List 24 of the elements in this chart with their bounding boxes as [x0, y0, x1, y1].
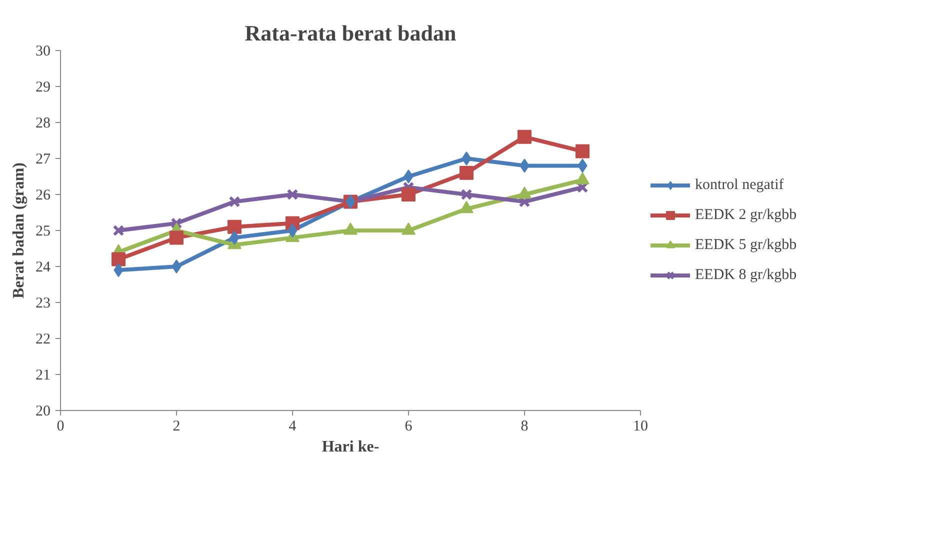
- y-tick-label: 30: [36, 44, 50, 60]
- x-tick-label: 6: [404, 418, 413, 434]
- y-tick-label: 27: [36, 152, 51, 168]
- x-tick-label: 2: [172, 418, 180, 434]
- legend-label: EEDK 8 gr/kgbb: [695, 266, 797, 284]
- y-tick-label: 25: [36, 224, 50, 240]
- x-tick-label: 4: [288, 418, 297, 434]
- y-tick-label: 21: [36, 368, 50, 384]
- chart-title: Rata-rata berat badan: [244, 20, 456, 46]
- y-tick-label: 28: [36, 116, 50, 132]
- x-axis-title: Hari ke-: [322, 438, 380, 456]
- legend-label: EEDK 2 gr/kgbb: [695, 206, 797, 224]
- y-axis-title: Berat badan (gram): [10, 162, 28, 298]
- legend-label: kontrol negatif: [695, 176, 784, 194]
- y-tick-label: 24: [36, 260, 51, 276]
- y-tick-label: 23: [36, 296, 50, 312]
- x-tick-label: 10: [633, 418, 648, 434]
- y-tick-label: 22: [36, 332, 50, 348]
- y-tick-label: 26: [36, 188, 51, 204]
- x-tick-label: 8: [520, 418, 528, 434]
- y-tick-label: 29: [36, 80, 50, 96]
- legend-label: EEDK 5 gr/kgbb: [695, 236, 797, 254]
- x-tick-label: 0: [56, 418, 64, 434]
- y-tick-label: 20: [36, 404, 50, 420]
